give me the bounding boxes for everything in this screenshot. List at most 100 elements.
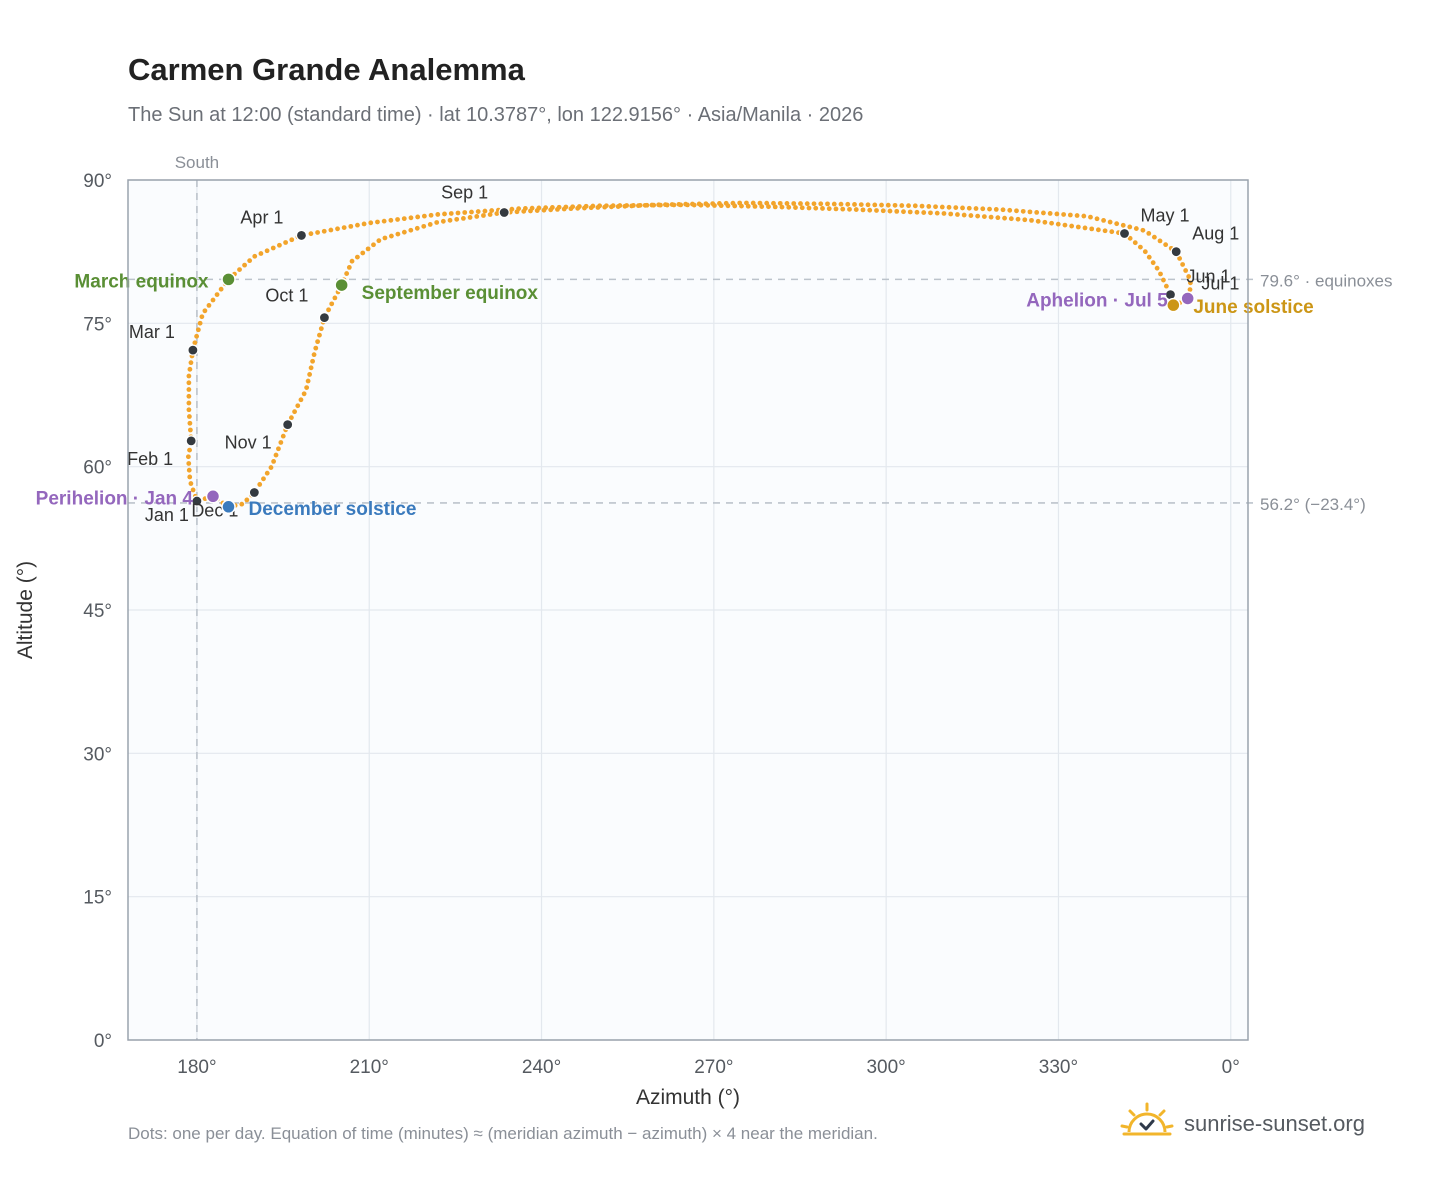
daily-dot (737, 200, 743, 206)
daily-dot (730, 200, 736, 206)
daily-dot (489, 208, 495, 213)
daily-dot (1034, 209, 1040, 215)
daily-dot (1027, 209, 1033, 215)
footnote: Dots: one per day. Equation of time (min… (128, 1124, 878, 1143)
daily-dot (482, 208, 488, 214)
daily-dot (1157, 238, 1163, 244)
daily-dot (1163, 242, 1169, 248)
daily-dot (723, 200, 729, 206)
daily-dot (772, 204, 778, 210)
daily-dot (934, 210, 940, 216)
daily-dot (237, 267, 242, 273)
daily-dot (993, 207, 999, 212)
altitude-reference-label: 79.6° · equinoxes (1260, 271, 1393, 290)
daily-dot (257, 482, 263, 487)
daily-dot (487, 212, 493, 217)
daily-dot (187, 447, 192, 453)
y-tick-label: 90° (83, 171, 112, 192)
daily-dot (305, 378, 311, 384)
daily-dot (894, 208, 900, 214)
daily-dot (270, 245, 276, 251)
daily-dot (960, 205, 965, 211)
brand[interactable]: sunrise-sunset.org (1120, 1102, 1365, 1146)
daily-dot (304, 385, 310, 390)
daily-dot (1022, 217, 1028, 223)
daily-dot (289, 415, 294, 421)
y-axis-label: Altitude (°) (14, 561, 37, 659)
daily-dot (1133, 226, 1139, 231)
daily-dot (1120, 222, 1126, 228)
daily-dot (683, 201, 689, 207)
daily-dot (242, 262, 247, 268)
daily-dot (793, 205, 798, 210)
daily-dot (187, 427, 193, 433)
daily-dot (344, 271, 350, 276)
daily-dot (575, 205, 581, 211)
daily-dot (415, 214, 421, 220)
daily-dot (852, 202, 857, 207)
daily-dot (799, 205, 805, 211)
daily-dot (186, 387, 192, 392)
daily-dot (953, 205, 959, 211)
daily-dot (1014, 208, 1019, 214)
daily-dot (865, 202, 871, 208)
daily-dot (669, 202, 675, 207)
daily-dot (1146, 254, 1152, 260)
south-label: South (175, 153, 219, 172)
daily-dot (1007, 207, 1013, 213)
month-marker (318, 312, 331, 324)
event-label: Aphelion · Jul 5 (1026, 290, 1168, 311)
daily-dot (1180, 262, 1186, 267)
daily-dot (428, 212, 434, 218)
daily-dot (360, 250, 366, 256)
daily-dot (825, 201, 830, 207)
daily-dot (462, 210, 468, 215)
daily-dot (448, 211, 454, 216)
daily-dot (332, 295, 338, 301)
daily-dot (469, 209, 474, 215)
daily-dot (188, 360, 194, 366)
daily-dot (186, 393, 192, 399)
daily-dot (615, 204, 621, 209)
daily-dot (757, 200, 763, 206)
y-tick-label: 30° (83, 744, 112, 765)
x-tick-label: 180° (177, 1057, 216, 1078)
daily-dot (874, 208, 879, 213)
plot-frame (127, 179, 1249, 1041)
daily-dot (195, 327, 201, 333)
daily-dot (955, 212, 960, 217)
month-label: Nov 1 (225, 433, 272, 453)
daily-dot (1074, 213, 1080, 218)
y-tick-label: 0° (94, 1031, 112, 1052)
daily-dot (514, 209, 520, 215)
daily-dot (548, 207, 554, 213)
daily-dot (696, 201, 702, 207)
daily-dot (421, 223, 427, 229)
x-tick-label: 240° (522, 1057, 561, 1078)
daily-dot (588, 205, 594, 211)
y-tick-label: 15° (83, 888, 112, 909)
daily-dot (804, 201, 810, 207)
daily-dot (907, 209, 913, 215)
month-marker (187, 344, 199, 356)
daily-dot (268, 465, 274, 470)
daily-dot (1094, 216, 1100, 222)
daily-dot (317, 332, 322, 338)
daily-dot (381, 218, 387, 224)
daily-dot (1054, 211, 1060, 217)
daily-dot (988, 214, 994, 220)
daily-dot (1150, 260, 1156, 266)
daily-dot (703, 201, 709, 207)
daily-dot (289, 237, 295, 243)
daily-dot (1158, 271, 1163, 277)
daily-dot (872, 202, 878, 208)
event-label: September equinox (362, 283, 539, 304)
daily-dot (1163, 283, 1169, 289)
daily-dot (414, 225, 420, 231)
event-label: Perihelion · Jan 4 (36, 488, 194, 509)
daily-dot (609, 204, 614, 210)
daily-dot (710, 201, 716, 206)
daily-dot (555, 207, 560, 212)
altitude-reference-label: 56.2° (−23.4°) (1260, 495, 1366, 514)
daily-dot (1095, 227, 1101, 233)
